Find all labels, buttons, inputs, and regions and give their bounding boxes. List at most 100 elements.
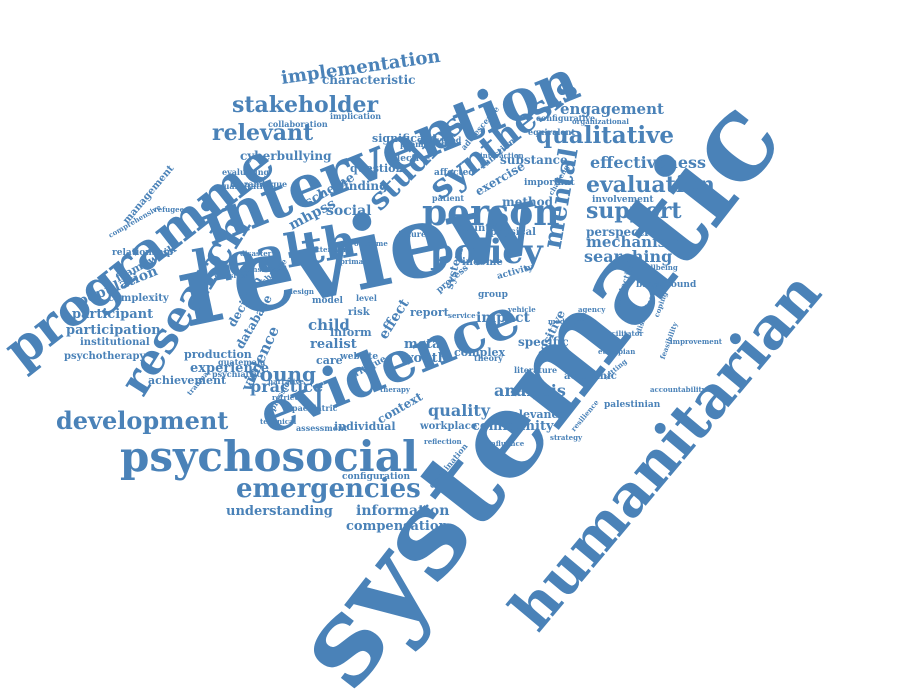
word-promotion: promotion — [400, 138, 447, 149]
word-psychiatric: psychiatric — [212, 368, 262, 379]
word-characteristic: characteristic — [322, 73, 416, 88]
word-therapy: therapy — [380, 385, 410, 395]
word-refugee: refugee — [154, 205, 185, 215]
word-perspective: perspective — [586, 225, 664, 240]
word-level: level — [356, 292, 377, 303]
word-future: future — [398, 228, 427, 239]
word-improvement: improvement — [670, 337, 723, 347]
word-question: question — [350, 162, 404, 176]
word-mozambique: mozambique — [230, 178, 288, 189]
word-quality: quality — [428, 401, 491, 421]
word-guatemala: guatemala — [218, 356, 266, 367]
word-background: background — [636, 279, 697, 290]
word-mechanism: mechanism — [586, 233, 683, 251]
word-ethiopian: ethiopian — [598, 347, 636, 357]
word-emergencies: emergencies — [236, 474, 421, 505]
word-significant: significant — [372, 132, 438, 146]
word-facilitator: facilitator — [604, 329, 644, 339]
word-agency: agency — [578, 305, 606, 315]
word-equivalent: equivalent — [528, 126, 576, 137]
word-collaboration: collaboration — [268, 118, 328, 129]
word-quantitative: quantitative — [218, 180, 273, 191]
word-inform: inform — [330, 326, 372, 340]
word-information: information — [356, 502, 450, 519]
word-strategy: strategy — [550, 433, 583, 443]
word-mediator: mediator — [548, 317, 584, 327]
word-involvement: involvement — [592, 194, 654, 205]
word-specific: specific — [518, 335, 569, 350]
word-support: support — [586, 198, 682, 225]
word-affected: affected — [434, 167, 475, 178]
word-substance: substance — [500, 153, 568, 168]
word-understanding: understanding — [226, 503, 333, 519]
word-selective: selective — [386, 153, 430, 164]
word-realist: realist — [310, 336, 357, 352]
word-psychotherapy: psychotherapy — [64, 351, 146, 362]
word-report: report — [410, 306, 449, 320]
word-wellbeing: wellbeing — [640, 263, 678, 273]
word-disaster: disaster — [240, 249, 272, 259]
word-organizational: organizational — [572, 117, 629, 127]
word-child: child — [308, 316, 350, 334]
word-accountability: accountability — [650, 385, 706, 395]
word-paediatric: paediatric — [292, 402, 338, 413]
word-patient: patient — [432, 192, 465, 203]
word-searching: searching — [584, 247, 673, 267]
word-development: development — [56, 405, 229, 435]
word-outcome: outcome — [354, 239, 388, 249]
word-reflection: reflection — [424, 437, 462, 447]
word-relationship: relationship — [112, 247, 174, 258]
word-income: income — [462, 257, 503, 268]
word-model: model — [312, 295, 343, 306]
word-stakeholder: stakeholder — [232, 92, 379, 119]
word-narrative: narrative — [268, 377, 304, 387]
word-theory: theory — [474, 352, 503, 363]
word-sensitive: sensitive — [244, 265, 279, 275]
word-literature: literature — [514, 364, 558, 375]
word-experience: experience — [190, 360, 270, 376]
word-relevance: relevance — [506, 408, 566, 422]
word-participant: participant — [72, 306, 154, 322]
word-assessment: assessment — [296, 422, 348, 433]
word-method: method — [502, 195, 553, 210]
word-production: production — [184, 348, 252, 362]
word-individual: individual — [334, 420, 396, 434]
word-practice: practice — [250, 377, 324, 397]
word-website: website — [340, 351, 379, 362]
word-vehicle: vehicle — [508, 305, 536, 315]
word-complexity: complexity — [108, 293, 169, 304]
word-academic: academic — [564, 371, 617, 382]
word-physical: physical — [490, 227, 536, 238]
word-design: design — [288, 287, 314, 297]
word-cyberbullying: cyberbullying — [240, 149, 332, 164]
word-youth: youth — [406, 350, 448, 366]
word-community: community — [472, 418, 554, 434]
word-attention: attention — [312, 245, 349, 255]
word-service: service — [448, 311, 476, 321]
word-social: social — [326, 202, 372, 219]
word-risk: risk — [348, 307, 370, 318]
word-person: person — [422, 192, 560, 235]
word-interaction: interaction — [480, 151, 524, 161]
word-qualitative: qualitative — [536, 121, 675, 149]
word-delivered: delivered — [420, 134, 462, 145]
word-important: important — [524, 177, 575, 188]
word-implication: implication — [330, 110, 382, 121]
word-engagement: engagement — [560, 100, 664, 118]
word-young: young — [248, 362, 317, 386]
word-configurative: configurative — [536, 112, 596, 123]
word-compensation: compensation — [346, 518, 448, 534]
word-institutional: institutional — [80, 337, 150, 348]
word-primary: primary — [340, 257, 371, 267]
word-achievement: achievement — [148, 374, 227, 388]
word-finding: finding — [340, 179, 388, 194]
word-relevant: relevant — [212, 120, 314, 147]
word-websites: websites — [214, 271, 248, 281]
word-complex: complex — [454, 346, 506, 360]
word-technical: technical — [260, 417, 297, 427]
word-psychosocial: psychosocial — [120, 432, 418, 482]
word-evaluating: evaluating — [222, 166, 270, 177]
word-analysis: analysis — [494, 381, 566, 401]
word-participation: participation — [66, 322, 161, 338]
